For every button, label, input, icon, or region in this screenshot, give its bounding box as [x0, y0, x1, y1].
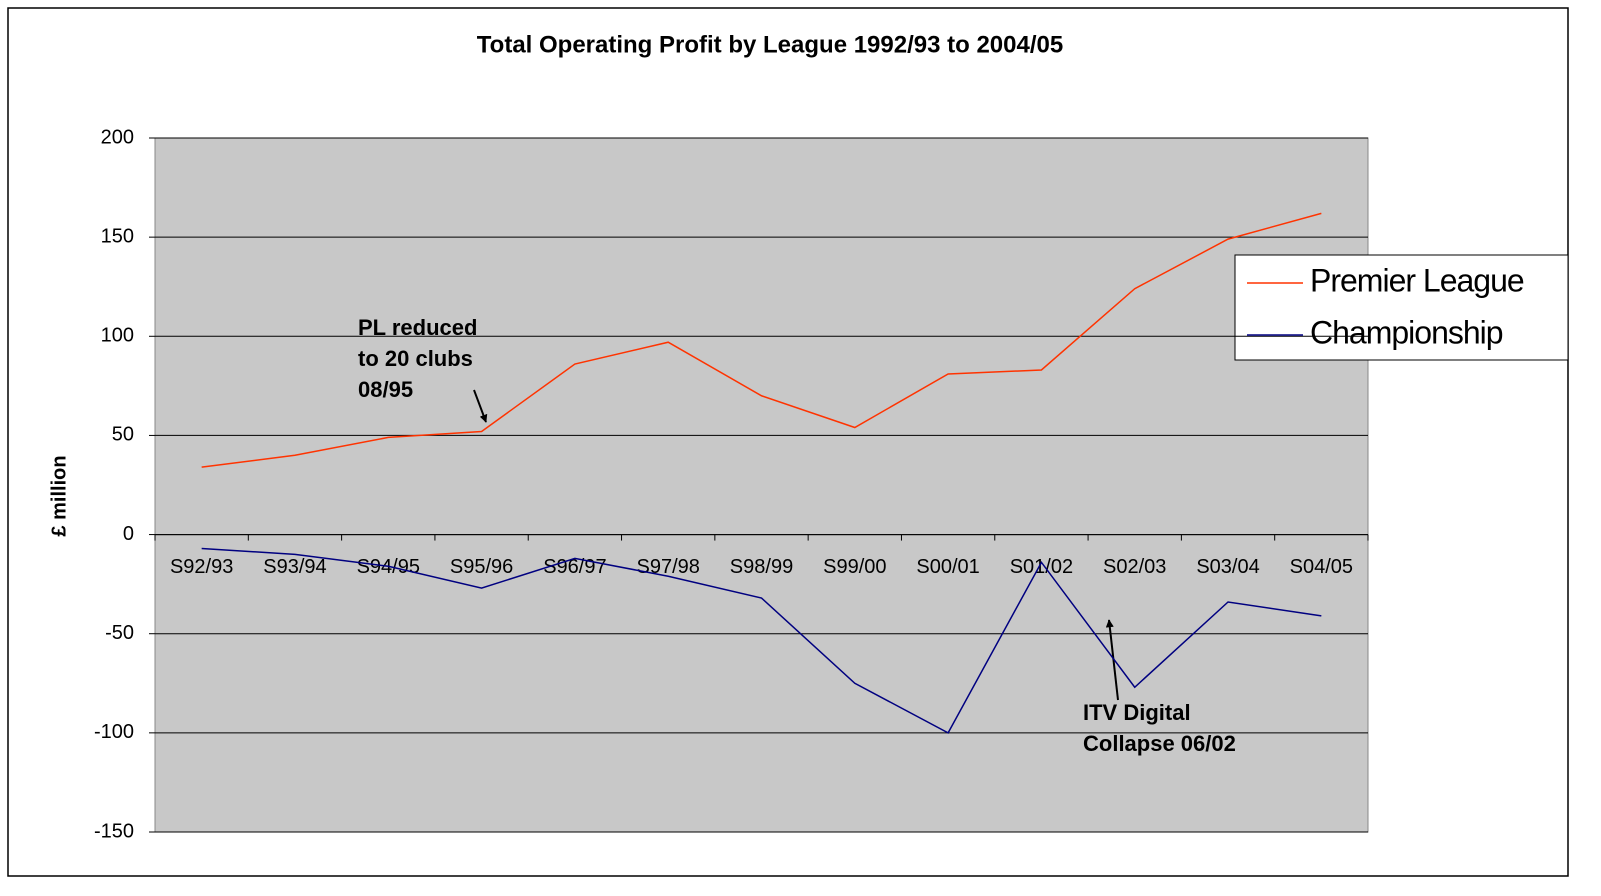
- y-tick-label: 150: [101, 225, 134, 247]
- chart-title: Total Operating Profit by League 1992/93…: [477, 31, 1063, 58]
- annotation: ITV Digital: [1083, 700, 1191, 725]
- x-tick-label: S97/98: [636, 556, 699, 578]
- legend-label: Premier League: [1310, 262, 1524, 298]
- y-axis-label: £ million: [48, 455, 70, 536]
- annotation: Collapse 06/02: [1083, 731, 1236, 756]
- y-tick-label: -150: [94, 820, 134, 842]
- x-tick-label: S01/02: [1010, 556, 1073, 578]
- series-line: [201, 212, 1322, 468]
- x-tick-label: S92/93: [170, 556, 233, 578]
- series-line: [201, 547, 1322, 734]
- legend: [1234, 254, 1569, 361]
- annotation: PL reduced: [358, 315, 477, 340]
- annotation: 08/95: [358, 377, 413, 402]
- y-tick-label: 100: [101, 325, 134, 347]
- x-tick-label: S03/04: [1196, 556, 1259, 578]
- plot-area: [154, 137, 1369, 833]
- x-tick-label: S95/96: [450, 556, 513, 578]
- x-tick-label: S04/05: [1290, 556, 1353, 578]
- y-tick-label: -50: [105, 622, 134, 644]
- y-tick-label: 200: [101, 126, 134, 148]
- x-tick-label: S93/94: [263, 556, 326, 578]
- x-tick-label: S00/01: [916, 556, 979, 578]
- x-tick-label: S02/03: [1103, 556, 1166, 578]
- legend-label: Championship: [1310, 314, 1503, 350]
- annotation: to 20 clubs: [358, 346, 473, 371]
- x-tick-label: S99/00: [823, 556, 886, 578]
- y-tick-label: 0: [123, 523, 134, 545]
- y-tick-label: -100: [94, 721, 134, 743]
- x-tick-label: S98/99: [730, 556, 793, 578]
- y-tick-label: 50: [112, 424, 134, 446]
- annotation-arrow: [473, 389, 488, 423]
